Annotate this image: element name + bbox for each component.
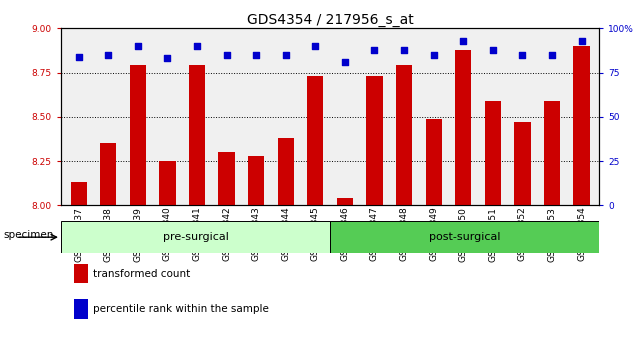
Point — [192, 43, 202, 49]
Point — [429, 52, 439, 58]
Point — [281, 52, 291, 58]
Text: post-surgical: post-surgical — [429, 232, 501, 242]
Bar — [100, 143, 117, 205]
Bar — [278, 138, 294, 205]
Bar — [219, 152, 235, 205]
Point — [517, 52, 528, 58]
Text: transformed count: transformed count — [93, 269, 190, 279]
Point — [221, 52, 231, 58]
Point — [458, 38, 469, 44]
Bar — [337, 198, 353, 205]
Point — [133, 43, 143, 49]
Bar — [159, 161, 176, 205]
Point — [547, 52, 557, 58]
Text: percentile rank within the sample: percentile rank within the sample — [93, 304, 269, 314]
Bar — [61, 221, 330, 253]
Point — [310, 43, 320, 49]
Point — [399, 47, 409, 52]
Text: specimen: specimen — [3, 230, 54, 240]
Bar — [307, 76, 324, 205]
Bar — [544, 101, 560, 205]
Point — [340, 59, 350, 65]
Bar — [367, 76, 383, 205]
Bar — [396, 65, 412, 205]
Bar — [485, 101, 501, 205]
Bar — [574, 46, 590, 205]
Bar — [455, 50, 471, 205]
Point — [369, 47, 379, 52]
Point — [103, 52, 113, 58]
Bar — [426, 119, 442, 205]
Text: pre-surgical: pre-surgical — [163, 232, 228, 242]
Point — [576, 38, 587, 44]
Bar — [330, 221, 599, 253]
Point — [162, 56, 172, 61]
Bar — [248, 156, 264, 205]
Point — [251, 52, 262, 58]
Bar — [71, 182, 87, 205]
Bar — [514, 122, 531, 205]
Point — [488, 47, 498, 52]
Bar — [189, 65, 205, 205]
Title: GDS4354 / 217956_s_at: GDS4354 / 217956_s_at — [247, 13, 413, 27]
Bar — [129, 65, 146, 205]
Point — [74, 54, 84, 59]
